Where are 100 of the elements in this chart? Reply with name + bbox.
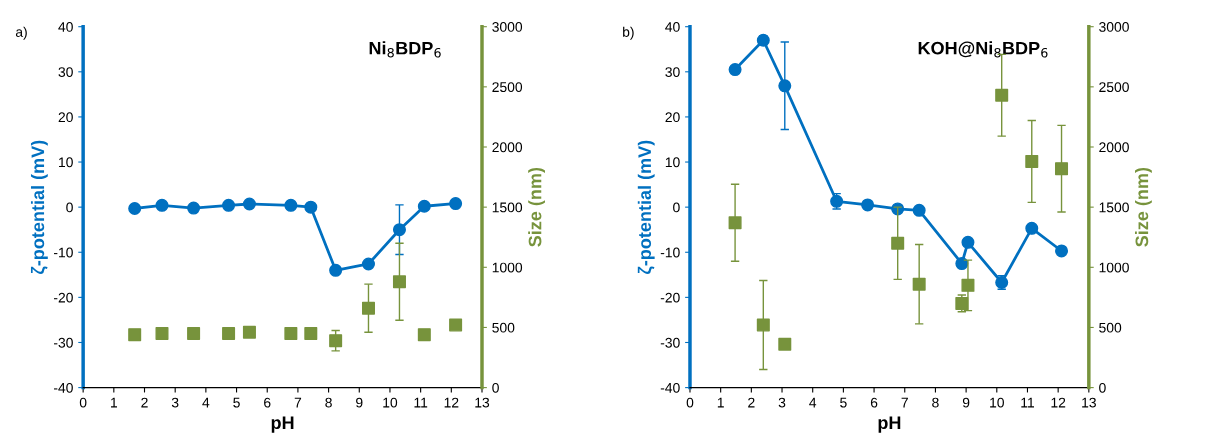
x-axis-title: pH — [878, 416, 901, 433]
point — [392, 223, 406, 237]
y-axis-title: ζ-potential (mV) — [637, 140, 655, 274]
point — [449, 318, 463, 332]
y-tick-label: -30 — [660, 337, 680, 348]
x-tick-label: 12 — [1051, 397, 1066, 408]
y2-tick-label: 500 — [492, 322, 515, 333]
point — [187, 326, 201, 340]
x-tick-label: 5 — [840, 397, 847, 408]
point — [417, 199, 431, 213]
y2-tick-label: 2500 — [492, 82, 523, 93]
y2-axis-title: Size (nm) — [1135, 167, 1152, 247]
y-tick-label: 40 — [665, 22, 680, 32]
point — [284, 326, 298, 340]
point — [304, 200, 318, 214]
text: Ni$_{8}$BDP$_{6}$ — [369, 41, 441, 58]
point — [1025, 154, 1039, 168]
text: a) — [15, 26, 27, 40]
point — [329, 263, 343, 277]
x-tick-label: 1 — [717, 397, 724, 408]
point — [861, 198, 875, 212]
x-tick-label: 3 — [778, 397, 786, 408]
point — [329, 334, 343, 348]
y-tick-label: 30 — [665, 67, 680, 77]
y-tick-label: 0 — [673, 202, 680, 213]
point — [728, 63, 742, 77]
point — [449, 197, 463, 211]
y2-tick-label: 0 — [1099, 382, 1106, 393]
y2-tick-label: 1000 — [1099, 262, 1129, 273]
point — [361, 301, 375, 315]
y2-tick-label: 3000 — [492, 22, 523, 32]
text: b) — [623, 26, 634, 40]
x-axis-title: pH — [271, 416, 294, 433]
point — [728, 216, 742, 230]
x-tick-label: 3 — [171, 397, 179, 408]
x-tick-label: 0 — [686, 397, 694, 408]
point — [778, 337, 792, 351]
point — [961, 235, 975, 249]
x-tick-label: 7 — [901, 397, 908, 408]
x-tick-label: 4 — [202, 397, 210, 408]
y2-tick-label: 2500 — [1099, 82, 1129, 93]
point — [155, 326, 169, 340]
y-tick-label: 20 — [665, 112, 680, 123]
y2-tick-label: 0 — [492, 382, 499, 393]
y-tick-label: -30 — [53, 337, 73, 348]
point — [187, 201, 201, 215]
x-tick-label: 1 — [111, 397, 118, 408]
x-tick-label: 13 — [475, 397, 490, 408]
point — [995, 88, 1009, 102]
y2-tick-label: 1000 — [492, 262, 523, 273]
y2-tick-label: 2000 — [1099, 142, 1129, 153]
point — [756, 318, 770, 332]
x-tick-label: 11 — [1021, 397, 1035, 408]
point — [1055, 162, 1069, 176]
x-tick-label: 2 — [748, 397, 755, 408]
x-tick-label: 10 — [990, 397, 1004, 408]
x-tick-label: 9 — [962, 397, 970, 408]
x-tick-label: 10 — [383, 397, 398, 408]
y-tick-label: 10 — [59, 157, 73, 168]
point — [392, 275, 406, 289]
point — [778, 79, 792, 93]
x-tick-label: 5 — [233, 397, 240, 408]
x-tick-label: 8 — [932, 397, 939, 408]
point — [128, 328, 142, 342]
y-tick-label: -40 — [660, 382, 680, 393]
x-tick-label: 8 — [325, 397, 332, 408]
point — [242, 325, 256, 339]
x-tick-label: 13 — [1082, 397, 1096, 408]
x-tick-label: 7 — [294, 397, 302, 408]
point — [242, 197, 256, 211]
point — [955, 257, 969, 271]
y-tick-label: 0 — [66, 202, 73, 213]
point — [912, 277, 926, 291]
point — [284, 198, 298, 212]
point — [304, 326, 318, 340]
x-tick-label: 6 — [870, 397, 878, 408]
point — [417, 328, 431, 342]
point — [961, 278, 975, 292]
y-tick-label: 10 — [665, 157, 680, 168]
x-tick-label: 11 — [414, 397, 428, 408]
point — [222, 326, 236, 340]
point — [361, 257, 375, 271]
y-tick-label: -20 — [53, 292, 73, 303]
y-tick-label: 20 — [58, 112, 73, 123]
y-tick-label: 40 — [58, 22, 73, 32]
x-tick-label: 4 — [809, 397, 817, 408]
point — [912, 203, 926, 217]
x-tick-label: 0 — [79, 397, 87, 408]
y2-tick-label: 2000 — [492, 142, 523, 153]
point — [222, 198, 236, 212]
x-tick-label: 6 — [264, 397, 271, 408]
y-axis-title: ζ-potential (mV) — [30, 140, 48, 274]
y-tick-label: -40 — [53, 382, 73, 393]
y2-tick-label: 1500 — [1099, 202, 1129, 213]
y2-tick-label: 3000 — [1099, 22, 1129, 32]
x-tick-label: 2 — [141, 397, 148, 408]
x-tick-label: 9 — [356, 397, 363, 408]
y-tick-label: -20 — [660, 292, 680, 303]
y2-tick-label: 500 — [1099, 322, 1122, 333]
point — [1055, 244, 1069, 258]
